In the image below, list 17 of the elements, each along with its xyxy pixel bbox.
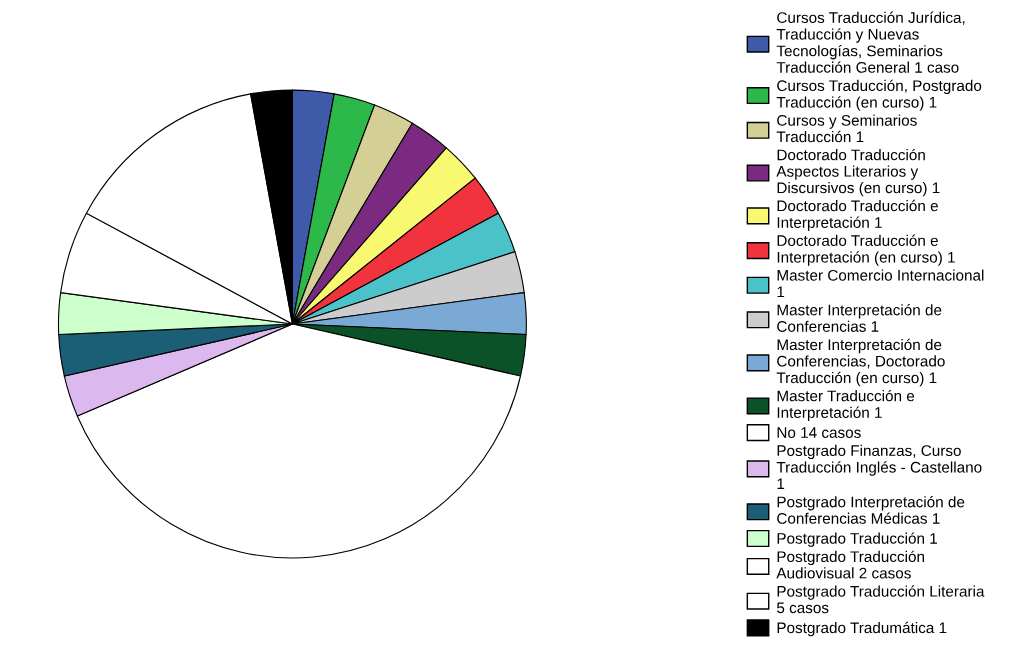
legend-label: Postgrado Tradumática 1 [777,621,947,637]
legend-label: Master Interpretación de Conferencias, Doctorado Traducción (en curso) 1 [776,338,945,387]
legend-label: Postgrado Traducción 1 [777,532,937,547]
legend-label: Postgrado Traducción Literaria 5 casos [776,585,985,614]
legend-label: Cursos Traducción Jurídica, Traducción y Nuevas Tecnologías, Seminarios Traducción General 1 caso [776,11,965,73]
legend-label: Master Traducción e Interpretación 1 [777,389,915,421]
legend-label: Cursos Traducción, Postgrado Traducción (en curso) 1 [776,79,982,111]
legend-label: No 14 casos [777,427,861,438]
legend-label: Cursos y Seminarios Traducción 1 [776,114,917,143]
legend-label: Postgrado Traducción Audiovisual 2 casos [776,550,924,579]
legend-label: Master Comercio Internacional 1 [777,269,984,298]
legend-label: Postgrado Interpretación de Conferencias Médicas 1 [777,495,965,524]
legend-label: Postgrado Finanzas, Curso Traducción Inglés - Castellano 1 [776,444,982,489]
legend-label: Doctorado Traducción e Interpretación 1 [777,199,938,231]
legend-label: Master Interpretación de Conferencias 1 [777,304,942,332]
legend-label: Doctorado Traducción e Interpretación (en curso) 1 [777,234,955,266]
legend-label: Doctorado Traducción Aspectos Literarios y Discursivos (en curso) 1 [776,148,940,197]
